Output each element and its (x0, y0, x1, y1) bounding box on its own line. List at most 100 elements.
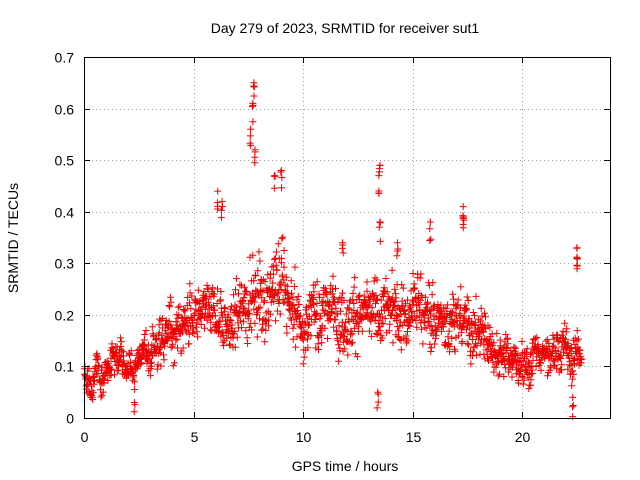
data-point (92, 351, 100, 359)
data-point (567, 344, 575, 351)
data-point (415, 301, 423, 309)
data-point (359, 305, 367, 313)
data-point (270, 255, 278, 263)
data-point (250, 294, 258, 302)
data-point (243, 288, 251, 296)
data-point (550, 342, 557, 350)
data-point (512, 350, 520, 358)
data-point (494, 372, 502, 380)
data-point (154, 361, 162, 369)
data-point (529, 339, 536, 347)
data-point (367, 332, 375, 340)
data-point (363, 278, 371, 286)
data-point (509, 363, 516, 371)
data-point (253, 333, 261, 341)
data-point (248, 289, 256, 297)
data-point (568, 382, 576, 390)
data-point (193, 328, 201, 336)
data-point (148, 323, 156, 331)
data-point (108, 340, 116, 348)
data-point (204, 298, 212, 306)
data-point (367, 317, 375, 325)
data-point (574, 335, 582, 343)
data-point (229, 334, 237, 342)
data-point (256, 303, 264, 311)
data-point (558, 361, 566, 369)
data-point (178, 313, 186, 321)
data-point (331, 316, 339, 324)
data-point (372, 300, 379, 308)
data-point (249, 101, 257, 109)
data-point (459, 203, 467, 211)
data-point (467, 360, 475, 368)
data-point (167, 298, 175, 306)
data-point (273, 290, 281, 298)
data-point (184, 294, 192, 301)
data-point (569, 403, 576, 411)
data-point (299, 360, 307, 368)
data-point (436, 306, 444, 314)
data-point (341, 326, 349, 334)
data-point (527, 369, 535, 377)
data-point (444, 301, 452, 309)
data-point (250, 277, 258, 285)
data-point (203, 316, 211, 324)
data-point (382, 275, 390, 282)
data-point (196, 298, 204, 305)
data-point (363, 308, 371, 316)
data-point (261, 297, 268, 305)
data-point (148, 362, 155, 370)
data-point (260, 298, 268, 306)
data-point (397, 346, 405, 354)
data-point (211, 306, 219, 314)
data-point (118, 346, 126, 354)
data-point (429, 279, 437, 287)
x-tick-label: 10 (296, 429, 312, 445)
data-point (469, 309, 477, 316)
data-point (227, 324, 235, 332)
data-point (488, 330, 496, 338)
data-point (271, 254, 279, 262)
data-point (300, 353, 308, 361)
data-point (116, 334, 124, 342)
data-point (215, 318, 223, 326)
data-point (130, 371, 138, 379)
data-point (353, 318, 361, 326)
data-point (236, 281, 244, 289)
data-point (360, 292, 368, 300)
data-point (339, 241, 347, 249)
data-point (247, 125, 255, 133)
data-point (426, 218, 434, 226)
data-point (189, 329, 196, 337)
data-point (293, 296, 301, 304)
data-point (273, 266, 281, 274)
data-point (446, 342, 454, 350)
data-point (551, 361, 559, 369)
data-point (158, 331, 166, 339)
data-point (141, 331, 149, 338)
data-point (536, 359, 544, 367)
data-point (463, 293, 471, 301)
data-point (288, 289, 295, 297)
data-point (573, 337, 581, 345)
data-point (350, 324, 358, 332)
ticks-layer (84, 57, 610, 419)
data-point (184, 326, 192, 334)
data-point (265, 322, 273, 330)
data-point (503, 344, 511, 352)
y-tick-label: 0.7 (55, 50, 75, 66)
data-point (316, 293, 324, 301)
data-point (162, 330, 170, 338)
data-point (204, 285, 212, 293)
x-tick-label: 5 (191, 429, 199, 445)
data-point (307, 332, 315, 340)
data-point (254, 309, 261, 317)
data-point (457, 328, 465, 336)
data-point (472, 292, 480, 300)
data-point (217, 288, 225, 295)
data-point (340, 333, 348, 340)
data-point (169, 340, 177, 348)
data-point (528, 370, 536, 378)
data-point (278, 235, 286, 243)
data-point (337, 307, 344, 315)
